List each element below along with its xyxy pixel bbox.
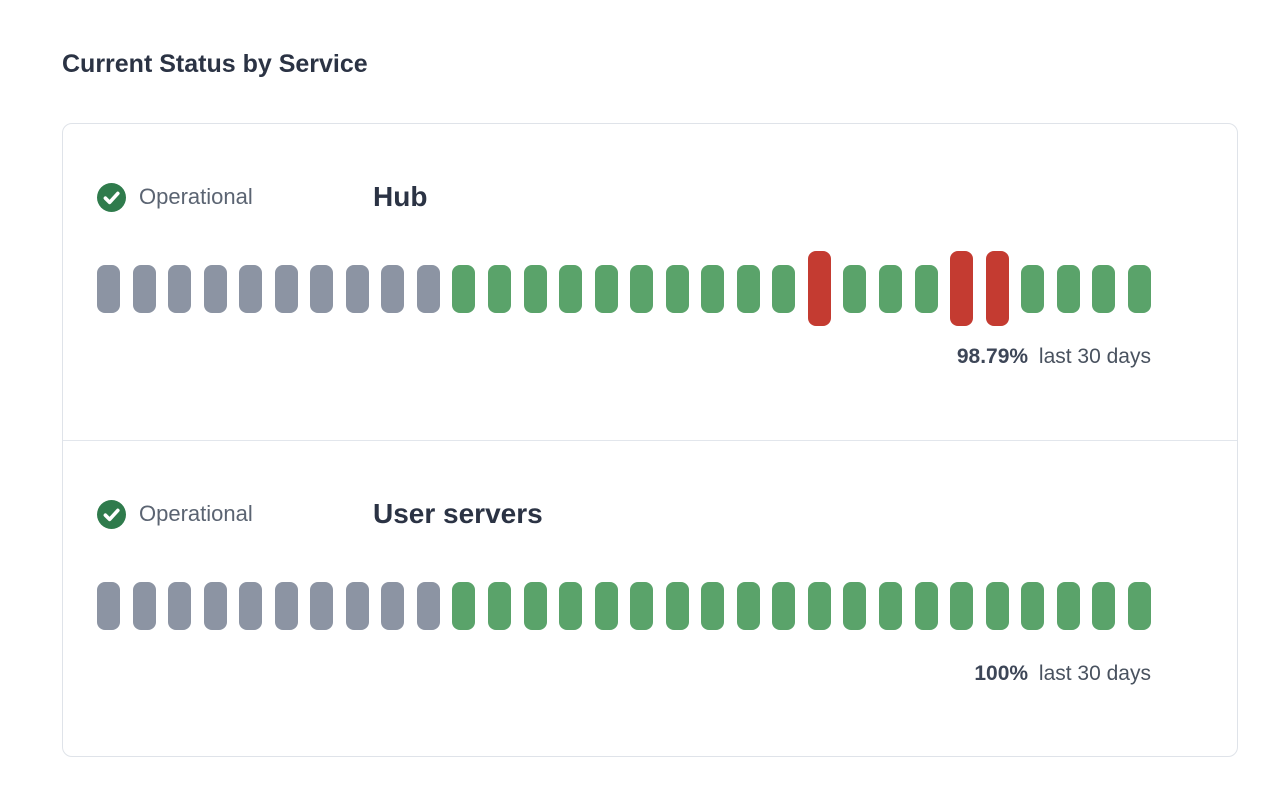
uptime-bar-nodata	[274, 581, 298, 630]
uptime-bar-operational	[843, 581, 867, 630]
operational-check-icon	[97, 182, 126, 212]
uptime-bar-nodata	[239, 264, 263, 313]
uptime-bar-nodata	[168, 264, 192, 313]
uptime-bar-operational	[1021, 264, 1045, 313]
uptime-bar-nodata	[203, 581, 227, 630]
service-name: User servers	[373, 498, 543, 529]
uptime-bar-operational	[701, 581, 725, 630]
uptime-bar-operational	[630, 581, 654, 630]
uptime-bar-nodata	[132, 581, 156, 630]
status-badge: Operational	[97, 499, 373, 529]
uptime-bar-nodata	[203, 264, 227, 313]
uptime-bar-operational	[701, 264, 725, 313]
operational-check-icon	[97, 499, 126, 529]
uptime-bar-operational	[1021, 581, 1045, 630]
service-header: Operational User servers	[97, 499, 1237, 529]
uptime-bar-operational	[452, 264, 476, 313]
uptime-bar-operational	[772, 581, 796, 630]
uptime-bar-operational	[879, 581, 903, 630]
uptime-bar-operational	[559, 581, 583, 630]
uptime-bar-operational	[807, 581, 831, 630]
uptime-bars	[97, 251, 1151, 326]
uptime-bar-nodata	[97, 264, 120, 313]
uptime-bar-operational	[665, 264, 689, 313]
uptime-bar-operational	[950, 581, 974, 630]
uptime-bar-operational	[630, 264, 654, 313]
uptime-bar-operational	[985, 581, 1009, 630]
uptime-bars	[97, 568, 1151, 643]
uptime-bar-operational	[736, 264, 760, 313]
uptime-bar-nodata	[345, 581, 369, 630]
uptime-percent: 100%	[974, 662, 1029, 685]
uptime-bar-nodata	[168, 581, 192, 630]
uptime-bar-nodata	[132, 264, 156, 313]
uptime-bar-operational	[665, 581, 689, 630]
uptime-bar-nodata	[381, 581, 405, 630]
uptime-bar-nodata	[381, 264, 405, 313]
uptime-caption: last 30 days	[1038, 662, 1151, 685]
uptime-bar-nodata	[416, 264, 440, 313]
uptime-bar-operational	[914, 264, 938, 313]
status-badge: Operational	[97, 182, 373, 212]
uptime-bar-operational	[772, 264, 796, 313]
uptime-bar-operational	[488, 581, 512, 630]
service-header: Operational Hub	[97, 182, 1237, 212]
uptime-bar-nodata	[310, 581, 334, 630]
uptime-summary: 98.79% last 30 days	[97, 344, 1151, 370]
uptime-bar-nodata	[310, 264, 334, 313]
uptime-bar-operational	[594, 264, 618, 313]
service-row-user-servers: Operational User servers 100% last 30 da…	[63, 440, 1237, 756]
uptime-bar-operational	[488, 264, 512, 313]
status-card: Operational Hub 98.79% last 30 days Oper…	[62, 123, 1238, 757]
uptime-caption: last 30 days	[1038, 345, 1151, 368]
uptime-bar-operational	[559, 264, 583, 313]
uptime-bar-operational	[523, 264, 547, 313]
uptime-bar-operational	[914, 581, 938, 630]
status-page: Current Status by Service Operational Hu…	[62, 50, 1238, 757]
uptime-bar-nodata	[239, 581, 263, 630]
uptime-bar-operational	[843, 264, 867, 313]
uptime-bar-nodata	[274, 264, 298, 313]
uptime-bar-nodata	[416, 581, 440, 630]
uptime-bar-operational	[523, 581, 547, 630]
uptime-bar-nodata	[345, 264, 369, 313]
status-label: Operational	[139, 501, 253, 526]
page-title: Current Status by Service	[62, 50, 368, 78]
uptime-bar-operational	[594, 581, 618, 630]
status-label: Operational	[139, 184, 253, 209]
uptime-bar-operational	[1127, 581, 1151, 630]
service-row-hub: Operational Hub 98.79% last 30 days	[63, 124, 1237, 440]
uptime-bar-outage	[950, 251, 974, 326]
uptime-summary: 100% last 30 days	[97, 661, 1151, 687]
uptime-bar-operational	[1056, 264, 1080, 313]
uptime-bar-operational	[1056, 581, 1080, 630]
uptime-bar-operational	[1092, 581, 1116, 630]
uptime-bar-operational	[452, 581, 476, 630]
uptime-bar-operational	[879, 264, 903, 313]
uptime-bar-outage	[985, 251, 1009, 326]
uptime-bar-operational	[1092, 264, 1116, 313]
uptime-bar-outage	[807, 251, 831, 326]
uptime-bar-nodata	[97, 581, 120, 630]
uptime-bar-operational	[1127, 264, 1151, 313]
service-name: Hub	[373, 181, 428, 212]
uptime-percent: 98.79%	[956, 345, 1029, 368]
uptime-bar-operational	[736, 581, 760, 630]
